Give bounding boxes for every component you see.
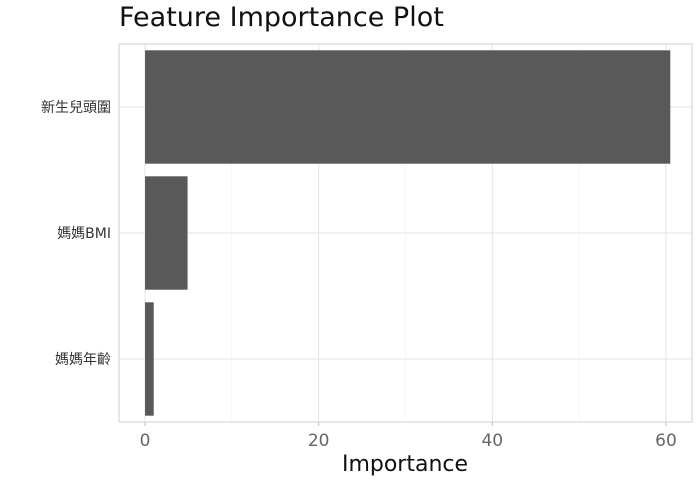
bars bbox=[145, 50, 671, 416]
x-tick-label: 20 bbox=[308, 431, 330, 451]
x-axis-title: Importance bbox=[342, 452, 468, 477]
x-tick-label: 40 bbox=[481, 431, 503, 451]
x-tick-label: 0 bbox=[140, 431, 151, 451]
bar bbox=[145, 50, 671, 164]
bar bbox=[145, 176, 188, 290]
y-tick-label: 新生兒頭圍 bbox=[41, 100, 111, 116]
x-tick-label: 60 bbox=[655, 431, 677, 451]
chart-title: Feature Importance Plot bbox=[119, 2, 444, 33]
x-tick-labels: 0 20 40 60 bbox=[140, 422, 677, 451]
y-tick-label: 媽媽年齡 bbox=[55, 352, 111, 368]
y-tick-label: 媽媽BMI bbox=[57, 226, 111, 242]
bar bbox=[145, 302, 154, 416]
